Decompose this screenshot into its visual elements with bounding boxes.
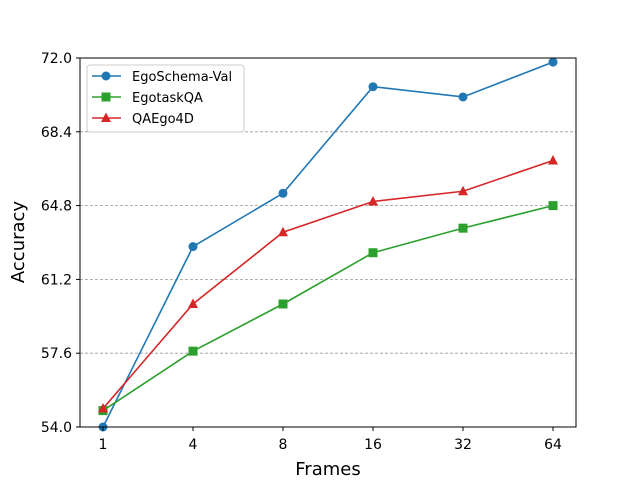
data-point bbox=[548, 155, 558, 165]
data-point bbox=[278, 299, 288, 309]
legend-label: EgoSchema-Val bbox=[132, 70, 232, 85]
y-axis: 54.0 57.6 61.2 64.8 68.4 72.0 bbox=[41, 51, 80, 436]
y-tick-label: 61.2 bbox=[41, 272, 72, 288]
y-tick-label: 68.4 bbox=[41, 125, 72, 141]
x-tick-label: 32 bbox=[454, 437, 472, 453]
data-point bbox=[458, 223, 468, 233]
y-tick-label: 72.0 bbox=[41, 51, 72, 67]
data-point bbox=[188, 242, 198, 252]
y-tick-label: 57.6 bbox=[41, 346, 72, 362]
data-point bbox=[548, 201, 558, 211]
series-lines bbox=[98, 57, 558, 432]
x-axis: 1 4 8 16 32 64 bbox=[99, 427, 562, 453]
legend-label: EgotaskQA bbox=[132, 91, 203, 106]
series-egotaskqa bbox=[98, 201, 558, 416]
data-point bbox=[368, 82, 378, 92]
data-point bbox=[368, 248, 378, 258]
x-tick-label: 4 bbox=[189, 437, 198, 453]
data-point bbox=[278, 226, 288, 237]
x-tick-label: 16 bbox=[364, 437, 382, 453]
data-point bbox=[548, 57, 558, 67]
data-point bbox=[188, 346, 198, 356]
data-point bbox=[458, 185, 468, 196]
x-tick-label: 8 bbox=[279, 437, 288, 453]
series-line bbox=[102, 204, 554, 412]
legend-label: QAEgo4D bbox=[132, 112, 194, 127]
x-tick-label: 64 bbox=[544, 437, 562, 453]
data-point bbox=[458, 92, 468, 102]
data-point bbox=[98, 403, 108, 413]
y-tick-label: 64.8 bbox=[41, 199, 72, 215]
legend-marker bbox=[101, 112, 111, 122]
data-point bbox=[278, 188, 288, 198]
legend-marker bbox=[101, 92, 111, 102]
legend-box bbox=[86, 64, 245, 133]
legend-marker bbox=[101, 71, 111, 81]
series-line bbox=[102, 159, 554, 410]
plot-frame bbox=[79, 57, 577, 428]
data-point bbox=[368, 196, 378, 206]
y-axis-label: Accuracy bbox=[8, 201, 29, 284]
series-egoschema-val bbox=[98, 57, 558, 432]
y-tick-label: 54.0 bbox=[41, 420, 72, 436]
series-qaego4d bbox=[98, 155, 558, 413]
data-point bbox=[188, 298, 198, 308]
x-tick-label: 1 bbox=[99, 437, 108, 453]
series-line bbox=[102, 61, 554, 428]
legend: EgoSchema-Val EgotaskQA QAEgo4D bbox=[86, 64, 245, 133]
x-axis-label: Frames bbox=[295, 459, 360, 480]
gridlines bbox=[80, 131, 576, 354]
